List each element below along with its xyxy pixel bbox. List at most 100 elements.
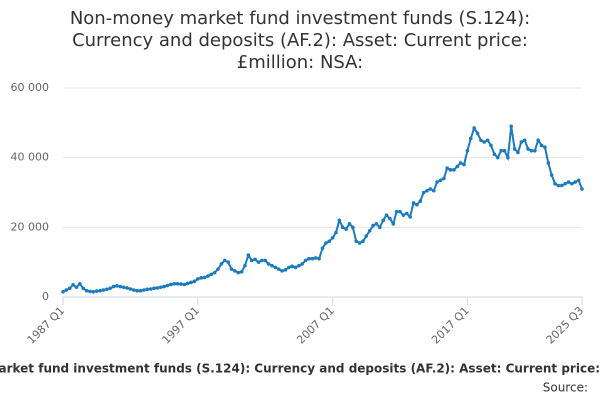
data-point <box>398 209 402 214</box>
data-point <box>162 284 166 289</box>
data-point <box>115 284 119 288</box>
data-point <box>549 173 554 177</box>
x-tick-label: 1997 Q1 <box>160 304 203 347</box>
data-point <box>344 227 348 231</box>
data-point <box>108 286 112 291</box>
data-point <box>573 180 578 184</box>
data-point <box>182 282 187 287</box>
data-point <box>283 268 288 272</box>
data-point <box>472 126 476 130</box>
data-point <box>391 222 396 226</box>
data-point <box>64 288 69 292</box>
legend-entry[interactable]: Non-money market fund investment funds (… <box>0 362 600 376</box>
data-point <box>84 288 89 293</box>
data-point <box>125 286 129 290</box>
data-point <box>169 282 173 287</box>
data-point <box>347 222 352 226</box>
data-point <box>559 183 564 188</box>
source: Source: <box>543 381 588 395</box>
data-point <box>229 267 234 271</box>
data-point <box>280 269 284 273</box>
data-point <box>529 148 534 153</box>
data-point <box>206 274 210 278</box>
data-point <box>67 286 72 291</box>
data-point <box>260 258 264 263</box>
data-point <box>361 239 365 244</box>
data-point <box>71 283 75 287</box>
data-point <box>199 276 203 280</box>
data-point <box>340 225 345 230</box>
data-point <box>243 263 247 268</box>
data-point <box>351 225 355 230</box>
data-point <box>570 181 574 186</box>
data-point <box>489 143 493 148</box>
data-point <box>334 230 338 235</box>
data-point <box>239 270 244 274</box>
data-point <box>431 188 436 193</box>
data-point <box>499 148 503 153</box>
data-point <box>324 241 328 245</box>
data-point <box>408 215 412 219</box>
data-point <box>172 281 177 286</box>
data-point <box>297 263 301 268</box>
data-point <box>482 140 487 144</box>
data-point <box>313 256 318 260</box>
data-point <box>445 166 449 170</box>
x-tick-label: 2025 Q3 <box>544 304 587 347</box>
data-point <box>327 239 332 244</box>
data-point <box>442 176 446 181</box>
data-point <box>236 270 241 275</box>
data-point <box>580 187 584 191</box>
data-point <box>468 136 473 141</box>
data-point <box>533 148 537 153</box>
data-point <box>61 289 65 294</box>
data-point <box>300 262 305 266</box>
data-point <box>303 258 308 263</box>
data-point <box>118 284 123 289</box>
data-point <box>357 241 362 245</box>
data-point <box>401 213 406 217</box>
data-point <box>101 288 106 292</box>
data-point <box>458 161 463 165</box>
data-point <box>371 223 375 228</box>
data-point <box>418 199 423 204</box>
y-tick-label: 40 000 <box>11 151 50 164</box>
data-point <box>479 138 483 143</box>
data-point <box>192 279 197 284</box>
data-point <box>165 283 170 288</box>
data-point <box>495 155 500 160</box>
data-point <box>121 285 126 290</box>
data-point <box>492 152 497 156</box>
x-tick-label: 1987 Q1 <box>25 304 68 347</box>
data-point <box>428 187 433 191</box>
data-point <box>233 269 237 273</box>
data-point <box>526 147 530 151</box>
data-point <box>522 138 527 143</box>
data-point <box>148 287 153 291</box>
x-tick-label: 2007 Q1 <box>294 304 337 347</box>
data-point <box>576 178 581 183</box>
data-point <box>307 256 311 261</box>
data-point <box>209 272 214 277</box>
data-point <box>415 202 419 207</box>
data-point <box>377 225 382 230</box>
data-point <box>189 280 193 285</box>
data-point <box>465 148 470 153</box>
data-point <box>273 265 278 270</box>
data-point <box>556 183 561 188</box>
data-point <box>158 285 163 290</box>
data-point <box>249 258 254 263</box>
data-point <box>266 262 271 266</box>
data-point <box>502 148 507 153</box>
data-point <box>155 286 160 290</box>
data-point <box>543 145 547 150</box>
data-point <box>246 253 251 257</box>
data-point <box>536 138 540 143</box>
data-point <box>152 286 156 291</box>
data-point <box>131 288 136 292</box>
data-point <box>91 289 96 294</box>
data-point <box>354 239 359 244</box>
data-point <box>388 216 392 221</box>
data-point <box>290 264 294 269</box>
